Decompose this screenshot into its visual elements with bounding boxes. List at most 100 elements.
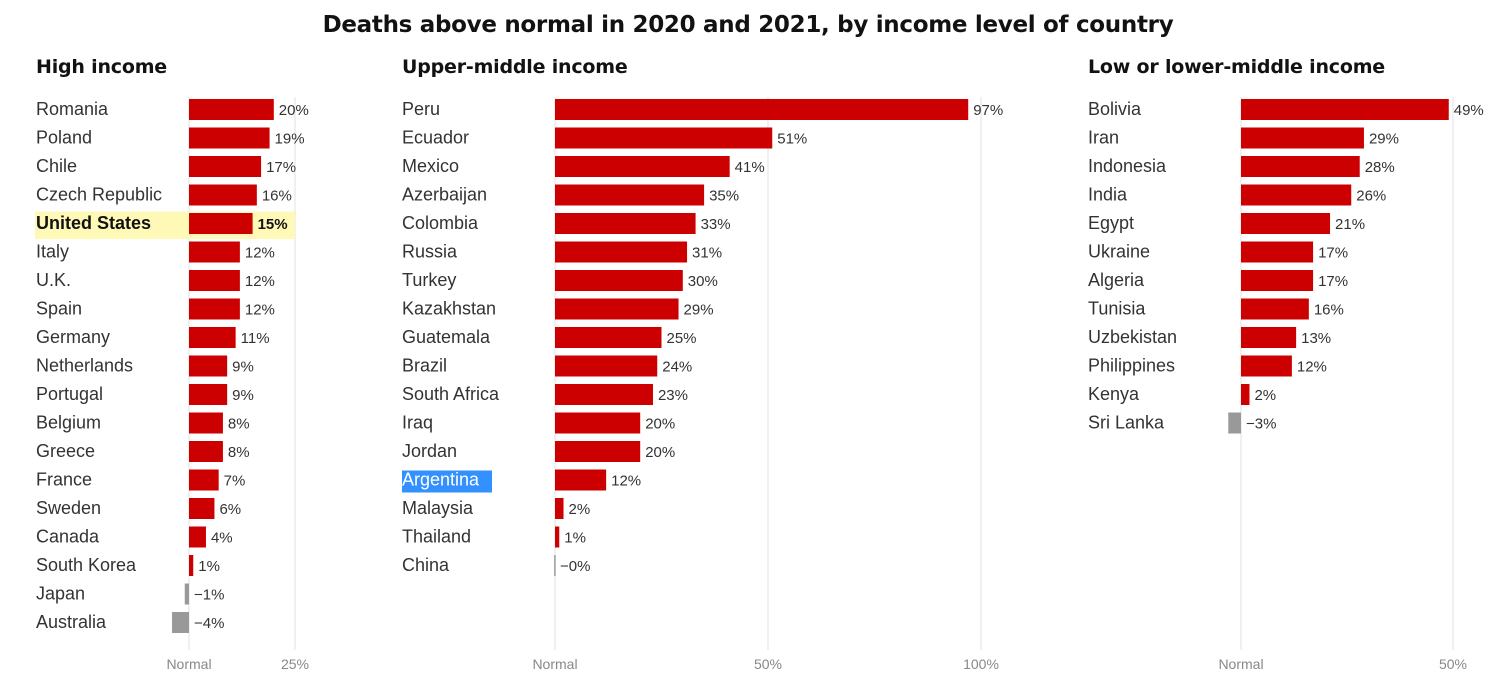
bar — [189, 270, 240, 291]
bar — [189, 526, 206, 548]
value-label: −3% — [1246, 416, 1276, 433]
category-label: Argentina — [402, 470, 480, 490]
bar — [189, 127, 270, 149]
bar — [1241, 270, 1314, 291]
bar — [555, 469, 607, 491]
value-label: 8% — [228, 416, 250, 433]
category-label: France — [36, 470, 92, 490]
category-label: Ukraine — [1088, 242, 1150, 262]
value-label: 1% — [198, 558, 220, 575]
category-label: Germany — [36, 327, 110, 347]
bar — [189, 441, 223, 462]
bar — [189, 184, 257, 206]
bar — [172, 612, 189, 633]
category-label: Ecuador — [402, 128, 469, 148]
tick-label: Normal — [532, 656, 577, 672]
category-label: Turkey — [402, 270, 456, 290]
category-label: Tunisia — [1088, 299, 1146, 319]
bar — [555, 241, 688, 263]
bar — [1228, 412, 1241, 434]
category-label: United States — [36, 213, 151, 233]
category-label: Netherlands — [36, 356, 133, 376]
value-label: −0% — [560, 558, 590, 575]
bar — [189, 327, 236, 348]
tick-label: 100% — [963, 656, 999, 672]
bar — [554, 555, 556, 576]
value-label: 4% — [211, 530, 233, 547]
value-label: −1% — [194, 587, 224, 604]
category-label: South Korea — [36, 555, 137, 575]
bar — [1241, 213, 1331, 234]
bar — [555, 213, 696, 234]
value-label: 20% — [645, 416, 675, 433]
category-label: Sweden — [36, 498, 101, 518]
bar — [1241, 156, 1360, 177]
category-label: Italy — [36, 242, 69, 262]
bar — [189, 156, 262, 177]
value-label: 28% — [1365, 159, 1395, 176]
category-label: Malaysia — [402, 498, 474, 518]
value-label: 31% — [692, 245, 722, 262]
bar — [189, 241, 240, 263]
bar — [1241, 127, 1364, 149]
category-label: Japan — [36, 584, 85, 604]
bar — [555, 441, 641, 462]
value-label: 7% — [224, 473, 246, 490]
category-label: South Africa — [402, 384, 500, 404]
value-label: 19% — [275, 131, 305, 148]
value-label: 25% — [667, 330, 697, 347]
category-label: Jordan — [402, 441, 457, 461]
value-label: 21% — [1335, 216, 1365, 233]
category-label: Iran — [1088, 128, 1119, 148]
bar-chart-upper-middle-income: Normal 50% 100% Peru 97% Ecuador 51% Mexico 41% A… — [402, 97, 1003, 672]
value-label: 17% — [1318, 245, 1348, 262]
bar-chart-high-income: Normal 25% Romania 20% Poland 19% Chile 17% Czec… — [35, 97, 309, 672]
value-label: 6% — [219, 501, 241, 518]
bar — [555, 298, 679, 320]
bar — [1241, 241, 1314, 263]
value-label: 17% — [266, 159, 296, 176]
value-label: 35% — [709, 188, 739, 205]
category-label: Peru — [402, 99, 440, 119]
value-label: 15% — [258, 216, 288, 233]
value-label: 8% — [228, 444, 250, 461]
category-label: Uzbekistan — [1088, 327, 1177, 347]
value-label: 26% — [1356, 188, 1386, 205]
value-label: 49% — [1454, 102, 1484, 119]
value-label: 20% — [645, 444, 675, 461]
panel-high-income: High income Normal 25% Romania 20% Poland 19%… — [35, 0, 336, 674]
tick-label: 50% — [754, 656, 782, 672]
bar — [184, 583, 189, 605]
bar — [189, 498, 215, 519]
value-label: 12% — [245, 245, 275, 262]
category-label: Azerbaijan — [402, 185, 487, 205]
category-label: Colombia — [402, 213, 479, 233]
category-label: Spain — [36, 299, 82, 319]
bar — [555, 498, 564, 519]
category-label: Australia — [36, 612, 107, 632]
category-label: Kenya — [1088, 384, 1140, 404]
bar — [555, 327, 662, 348]
tick-label: Normal — [1218, 656, 1263, 672]
bar — [189, 298, 240, 320]
category-label: Romania — [36, 99, 109, 119]
bar — [189, 384, 228, 405]
value-label: 1% — [564, 530, 586, 547]
category-label: Mexico — [402, 156, 459, 176]
category-label: Philippines — [1088, 356, 1175, 376]
category-label: Czech Republic — [36, 185, 162, 205]
category-label: Algeria — [1088, 270, 1145, 290]
value-label: 16% — [262, 188, 292, 205]
category-label: Greece — [36, 441, 95, 461]
bar — [1241, 184, 1352, 206]
panel-title: Upper-middle income — [402, 56, 628, 78]
value-label: 41% — [735, 159, 765, 176]
panel-title: High income — [36, 56, 167, 78]
bar-chart-low-income: Normal 50% Bolivia 49% Iran 29% Indonesia 28% In… — [1088, 97, 1484, 672]
bar — [189, 412, 223, 434]
category-label: Sri Lanka — [1088, 413, 1165, 433]
category-label: Chile — [36, 156, 77, 176]
bar — [555, 99, 969, 120]
value-label: 24% — [662, 359, 692, 376]
tick-label: Normal — [166, 656, 211, 672]
